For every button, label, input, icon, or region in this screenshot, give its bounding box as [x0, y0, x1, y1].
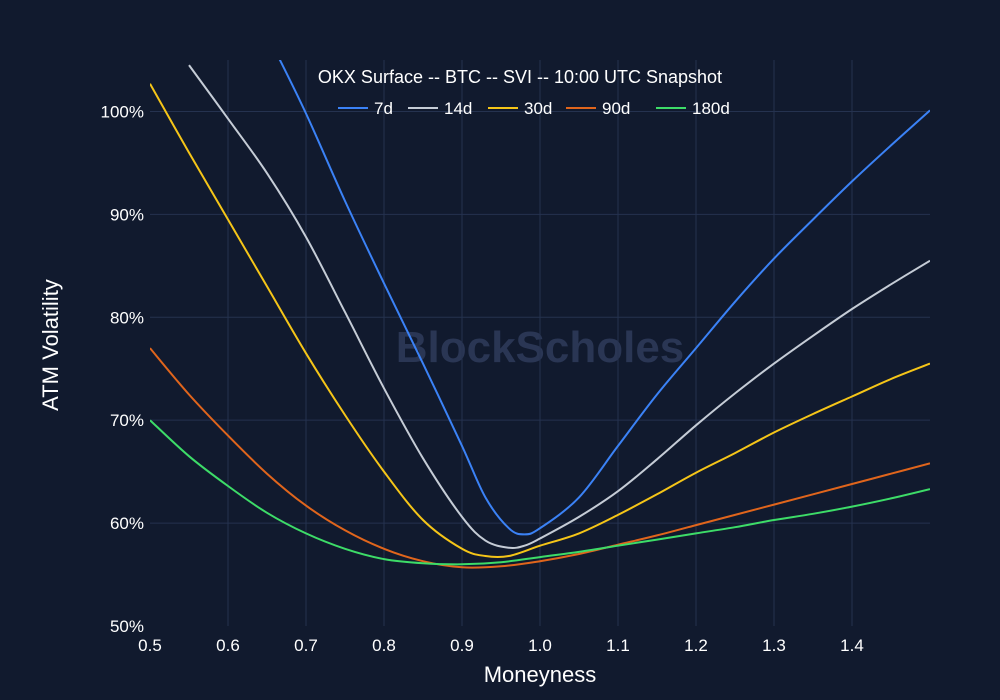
x-tick-label: 0.8	[372, 636, 396, 655]
series-layer	[150, 60, 930, 569]
legend-label: 14d	[444, 99, 472, 118]
legend-label: 30d	[524, 99, 552, 118]
x-axis-title: Moneyness	[484, 662, 597, 687]
y-tick-label: 60%	[110, 514, 144, 533]
legend-label: 90d	[602, 99, 630, 118]
x-axis: 0.5 0.6 0.7 0.8 0.9 1.0 1.1 1.2 1.3 1.4	[138, 636, 864, 655]
legend-label: 180d	[692, 99, 730, 118]
y-tick-label: 90%	[110, 205, 144, 224]
legend-label: 7d	[374, 99, 393, 118]
x-tick-label: 1.0	[528, 636, 552, 655]
y-tick-label: 50%	[110, 617, 144, 636]
grid	[150, 60, 930, 626]
series-line-7d	[278, 60, 930, 536]
series-line-180d	[150, 419, 930, 566]
series-line-30d	[150, 83, 930, 559]
y-axis: 50% 60% 70% 80% 90% 100%	[101, 102, 144, 636]
x-tick-label: 1.3	[762, 636, 786, 655]
x-tick-label: 0.5	[138, 636, 162, 655]
y-axis-title: ATM Volatility	[38, 279, 63, 411]
y-tick-label: 100%	[101, 102, 144, 121]
chart-title: OKX Surface -- BTC -- SVI -- 10:00 UTC S…	[318, 67, 722, 87]
series-line-90d	[150, 347, 930, 569]
x-tick-label: 0.7	[294, 636, 318, 655]
x-tick-label: 0.9	[450, 636, 474, 655]
legend: 7d 14d 30d 90d 180d	[338, 99, 730, 118]
series-line-14d	[188, 64, 930, 550]
x-tick-label: 1.4	[840, 636, 864, 655]
y-tick-label: 70%	[110, 411, 144, 430]
x-tick-label: 1.1	[606, 636, 630, 655]
y-tick-label: 80%	[110, 308, 144, 327]
x-tick-label: 1.2	[684, 636, 708, 655]
x-tick-label: 0.6	[216, 636, 240, 655]
